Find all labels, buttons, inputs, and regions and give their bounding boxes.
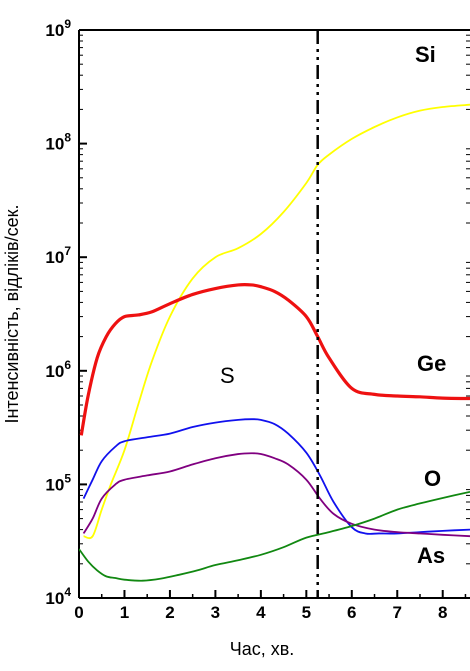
x-tick-label: 5	[302, 603, 311, 622]
y-tick-label: 105	[45, 471, 71, 494]
series-label-o: O	[424, 466, 441, 491]
series-line-o	[82, 418, 470, 535]
x-tick-label: 2	[165, 603, 174, 622]
series-line-unnamed-3	[82, 452, 470, 538]
y-tick-label: 109	[45, 17, 71, 40]
region-label-s: S	[220, 363, 235, 388]
series-line-si	[83, 103, 470, 540]
x-tick-label: 7	[393, 603, 402, 622]
series-line-ge	[79, 282, 470, 436]
series-label-ge: Ge	[417, 351, 446, 376]
x-tick-label: 3	[211, 603, 220, 622]
x-tick-label: 1	[120, 603, 129, 622]
series-label-si: Si	[415, 42, 436, 67]
y-tick-label: 104	[45, 585, 71, 608]
series-line-as	[79, 490, 470, 582]
y-tick-label: 106	[45, 358, 71, 381]
y-tick-label: 107	[45, 244, 71, 267]
x-tick-label: 0	[74, 603, 83, 622]
y-tick-label: 108	[45, 131, 71, 154]
x-tick-label: 6	[347, 603, 356, 622]
series-label-as: As	[417, 543, 445, 568]
x-tick-label: 4	[256, 603, 266, 622]
x-axis-title: Час, хв.	[230, 639, 295, 659]
x-tick-label: 8	[438, 603, 447, 622]
y-axis-title: Інтенсивність, відліків/сек.	[2, 204, 22, 423]
